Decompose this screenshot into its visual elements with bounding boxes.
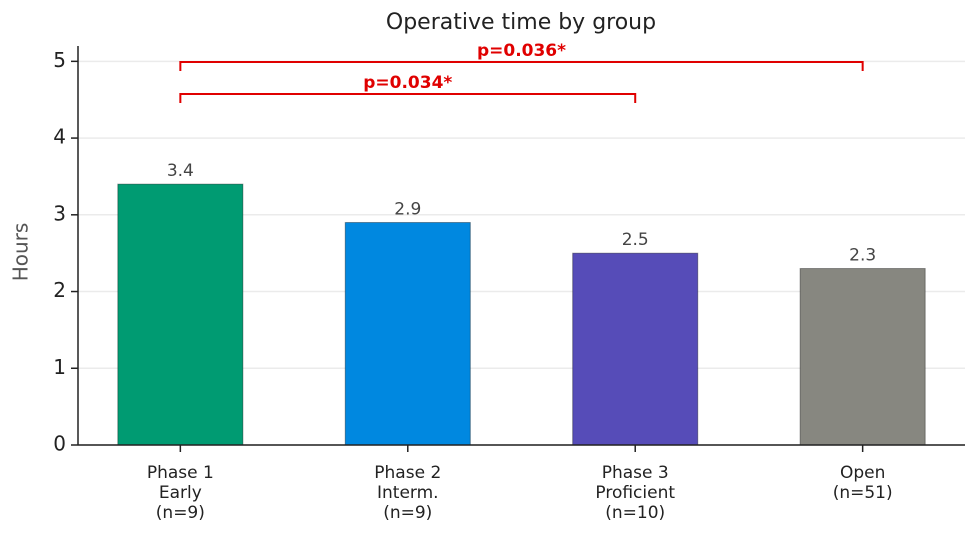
- significance-bracket: [179, 93, 637, 103]
- x-tick-label: Open: [840, 463, 885, 483]
- x-tick-label: Interm.: [377, 483, 439, 503]
- x-tick-label: Early: [159, 483, 202, 503]
- y-tick-label: 3: [53, 201, 66, 225]
- x-tick-label: Phase 3: [602, 463, 669, 483]
- bar: [117, 183, 244, 446]
- value-label: 3.4: [167, 161, 194, 181]
- x-tick-label: (n=9): [156, 503, 205, 523]
- bar: [344, 221, 471, 446]
- value-label: 2.3: [849, 246, 876, 266]
- bar: [799, 268, 926, 446]
- x-tick-label: Phase 2: [374, 463, 441, 483]
- x-tick-label: Phase 1: [147, 463, 214, 483]
- value-label: 2.5: [622, 230, 649, 250]
- y-tick-label: 1: [53, 355, 66, 379]
- y-axis-label: Hours: [9, 223, 33, 282]
- x-tick-label: (n=51): [833, 483, 893, 503]
- significance-label: p=0.034*: [363, 73, 452, 93]
- significance-label: p=0.036*: [477, 41, 566, 61]
- y-tick-label: 4: [53, 125, 66, 149]
- y-tick-label: 2: [53, 278, 66, 302]
- value-label: 2.9: [394, 199, 421, 219]
- x-tick-label: Proficient: [595, 483, 675, 503]
- y-tick-label: 0: [53, 432, 66, 456]
- significance-bracket: [179, 61, 864, 71]
- chart-title: Operative time by group: [386, 10, 656, 35]
- x-tick-label: (n=9): [383, 503, 432, 523]
- bar: [572, 252, 699, 446]
- y-tick-label: 5: [53, 48, 66, 72]
- x-tick-label: (n=10): [605, 503, 665, 523]
